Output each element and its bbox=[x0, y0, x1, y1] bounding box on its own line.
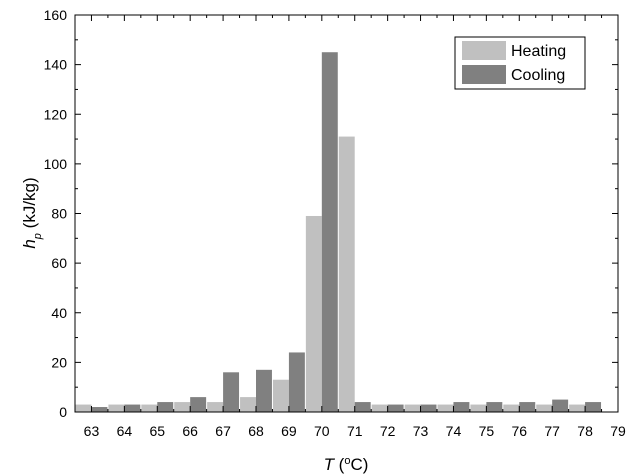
y-tick-label: 140 bbox=[44, 57, 68, 73]
bar-heating-68 bbox=[240, 397, 256, 412]
bar-cooling-70 bbox=[321, 52, 338, 412]
bar-heating-63 bbox=[75, 404, 92, 412]
bar-cooling-63 bbox=[91, 407, 108, 412]
bar-cooling-78 bbox=[585, 402, 602, 412]
bar-cooling-64 bbox=[124, 404, 141, 412]
y-tick-label: 160 bbox=[44, 7, 68, 23]
ticks-group: 0 20 40 60 80 100 120 140 160 63 64 65 66 67 68 69 70 71 7… bbox=[44, 7, 626, 439]
bar-cooling-68 bbox=[256, 369, 272, 412]
x-tick-label: 76 bbox=[511, 423, 527, 439]
legend-swatch-heating bbox=[462, 41, 506, 60]
bar-heating-65 bbox=[141, 404, 158, 412]
y-tick-label: 60 bbox=[51, 255, 67, 271]
bar-heating-77 bbox=[536, 404, 553, 412]
y-axis-var: h bbox=[20, 239, 39, 248]
x-tick-label: 63 bbox=[84, 423, 100, 439]
bar-cooling-75 bbox=[486, 402, 503, 412]
x-tick-label: 74 bbox=[446, 423, 462, 439]
x-axis-unit: C) bbox=[350, 455, 368, 474]
x-axis-open: ( bbox=[334, 455, 345, 474]
legend: Heating Cooling bbox=[454, 36, 586, 90]
bar-cooling-76 bbox=[519, 402, 536, 412]
bar-heating-71 bbox=[338, 136, 355, 412]
bar-cooling-71 bbox=[354, 402, 371, 412]
bar-cooling-67 bbox=[223, 372, 240, 412]
bar-cooling-77 bbox=[552, 399, 569, 412]
legend-swatch-cooling bbox=[462, 65, 506, 84]
y-tick-label: 80 bbox=[51, 206, 67, 222]
legend-label-heating: Heating bbox=[511, 43, 566, 60]
x-tick-label: 67 bbox=[215, 423, 231, 439]
x-tick-label: 78 bbox=[577, 423, 593, 439]
x-tick-label: 64 bbox=[117, 423, 133, 439]
bar-cooling-74 bbox=[453, 402, 470, 412]
y-tick-label: 40 bbox=[51, 305, 67, 321]
bar-cooling-66 bbox=[190, 397, 207, 412]
bar-cooling-73 bbox=[420, 404, 437, 412]
bar-heating-74 bbox=[437, 404, 454, 412]
bars-group bbox=[75, 52, 602, 412]
x-tick-label: 72 bbox=[380, 423, 396, 439]
plot-frame bbox=[74, 14, 619, 413]
x-tick-label: 79 bbox=[610, 423, 626, 439]
legend-label-cooling: Cooling bbox=[511, 67, 565, 84]
x-tick-label: 68 bbox=[248, 423, 264, 439]
x-tick-label: 75 bbox=[479, 423, 495, 439]
x-tick-label: 71 bbox=[347, 423, 363, 439]
bar-heating-72 bbox=[371, 404, 388, 412]
y-axis-subscript: p bbox=[32, 233, 44, 240]
x-tick-label: 66 bbox=[182, 423, 198, 439]
bar-heating-78 bbox=[569, 404, 586, 412]
x-axis-var: T bbox=[324, 455, 336, 474]
bar-heating-66 bbox=[174, 402, 191, 412]
x-axis-degree: o bbox=[344, 455, 350, 467]
bar-heating-75 bbox=[470, 404, 487, 412]
x-tick-label: 73 bbox=[413, 423, 429, 439]
bar-heating-73 bbox=[404, 404, 421, 412]
y-tick-label: 100 bbox=[44, 156, 68, 172]
bar-heating-76 bbox=[503, 404, 520, 412]
bar-heating-67 bbox=[207, 402, 224, 412]
bar-heating-64 bbox=[108, 404, 125, 412]
y-axis-unit: (kJ/kg) bbox=[20, 177, 39, 233]
x-axis-title: T (oC) bbox=[324, 455, 369, 474]
y-tick-label: 0 bbox=[59, 404, 67, 420]
y-tick-label: 120 bbox=[44, 106, 68, 122]
x-tick-label: 77 bbox=[544, 423, 560, 439]
bar-cooling-69 bbox=[288, 352, 305, 412]
bar-heating-70 bbox=[305, 215, 322, 412]
bar-heating-69 bbox=[272, 379, 289, 412]
y-axis-title: hp (kJ/kg) bbox=[20, 177, 44, 248]
x-tick-label: 70 bbox=[314, 423, 330, 439]
bar-cooling-72 bbox=[387, 404, 404, 412]
x-tick-label: 69 bbox=[281, 423, 297, 439]
x-tick-label: 65 bbox=[149, 423, 165, 439]
bar-cooling-65 bbox=[157, 402, 174, 412]
y-tick-label: 20 bbox=[51, 354, 67, 370]
